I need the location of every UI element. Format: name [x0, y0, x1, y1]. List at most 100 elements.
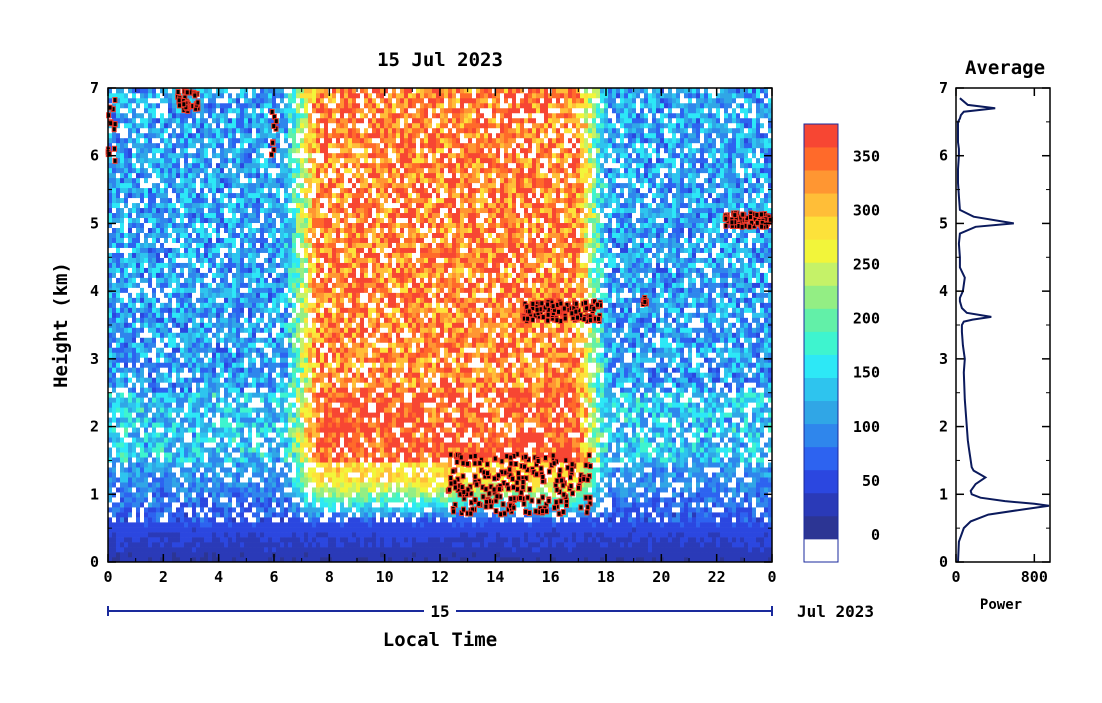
heatmap-cell: [172, 172, 177, 179]
heatmap-cell: [144, 152, 149, 159]
heatmap-cell: [292, 202, 297, 209]
heatmap-cell: [256, 377, 261, 383]
heatmap-cell: [168, 342, 173, 348]
heatmap-cell: [244, 487, 249, 493]
heatmap-cell: [308, 202, 313, 209]
heatmap-cell: [288, 387, 293, 393]
heatmap-cell: [216, 197, 221, 204]
heatmap-cell: [248, 507, 253, 513]
heatmap-cell: [204, 382, 209, 388]
heatmap-cell: [144, 92, 149, 99]
heatmap-cell: [280, 202, 285, 209]
heatmap-cell: [232, 132, 237, 139]
heatmap-cell: [172, 182, 177, 189]
heatmap-cell: [128, 342, 133, 348]
heatmap-cell: [128, 322, 133, 328]
heatmap-cell: [284, 192, 289, 199]
heatmap-cell: [204, 347, 209, 353]
heatmap-cell: [188, 267, 193, 273]
heatmap-cell: [192, 142, 197, 149]
heatmap-cell: [116, 542, 121, 548]
heatmap-cell: [208, 92, 213, 99]
heatmap-cell: [212, 92, 217, 99]
heatmap-cell: [160, 127, 165, 134]
heatmap-cell: [112, 362, 117, 368]
heatmap-cell: [200, 537, 205, 543]
heatmap-cell: [308, 547, 313, 553]
heatmap-cell: [172, 507, 177, 513]
heatmap-cell: [124, 427, 129, 433]
heatmap-cell: [296, 262, 301, 268]
heatmap-cell: [296, 317, 301, 323]
heatmap-cell: [124, 492, 129, 498]
heatmap-cell: [168, 152, 173, 159]
heatmap-cell: [128, 402, 133, 408]
heatmap-cell: [116, 327, 121, 333]
heatmap-cell: [184, 537, 189, 543]
heatmap-cell: [288, 237, 293, 243]
heatmap-cell: [200, 532, 205, 538]
heatmap-cell: [304, 307, 309, 313]
heatmap-cell: [112, 442, 117, 448]
heatmap-cell: [260, 247, 265, 253]
heatmap-cell: [232, 262, 237, 268]
heatmap-cell: [300, 412, 305, 418]
heatmap-cell: [200, 112, 205, 119]
heatmap-cell: [240, 162, 245, 169]
heatmap-cell: [308, 367, 313, 373]
heatmap-cell: [132, 227, 137, 233]
heatmap-cell: [220, 267, 225, 273]
heatmap-cell: [300, 472, 305, 478]
heatmap-cell: [128, 302, 133, 308]
heatmap-cell: [156, 382, 161, 388]
heatmap-cell: [184, 322, 189, 328]
heatmap-cell: [212, 332, 217, 338]
heatmap-cell: [264, 127, 269, 134]
heatmap-cell: [168, 112, 173, 119]
heatmap-cell: [260, 477, 265, 483]
heatmap-cell: [272, 302, 277, 308]
heatmap-cell: [108, 512, 113, 518]
heatmap-cell: [144, 97, 149, 104]
heatmap-cell: [248, 237, 253, 243]
heatmap-cell: [232, 472, 237, 478]
heatmap-cell: [268, 172, 273, 179]
heatmap-cell: [212, 492, 217, 498]
heatmap-cell: [252, 342, 257, 348]
heatmap-cell: [300, 342, 305, 348]
heatmap-cell: [224, 382, 229, 388]
heatmap-cell: [140, 307, 145, 313]
heatmap-cell: [156, 272, 161, 278]
heatmap-cell: [240, 442, 245, 448]
heatmap-cell: [220, 392, 225, 398]
heatmap-cell: [260, 232, 265, 238]
heatmap-cell: [312, 377, 317, 383]
heatmap-cell: [160, 517, 165, 523]
heatmap-cell: [112, 407, 117, 413]
heatmap-cell: [240, 507, 245, 513]
heatmap-cell: [272, 157, 277, 164]
heatmap-cell: [124, 317, 129, 323]
heatmap-cell: [312, 537, 317, 543]
heatmap-cell: [128, 232, 133, 238]
heatmap-cell: [304, 482, 309, 488]
heatmap-cell: [304, 542, 309, 548]
heatmap-cell: [116, 507, 121, 513]
heatmap-cell: [272, 277, 277, 283]
heatmap-cell: [296, 382, 301, 388]
heatmap-cell: [148, 512, 153, 518]
heatmap-cell: [124, 182, 129, 189]
heatmap-cell: [160, 537, 165, 543]
heatmap-cell: [180, 417, 185, 423]
heatmap-cell: [132, 117, 137, 124]
heatmap-cell: [284, 512, 289, 518]
heatmap-cell: [196, 522, 201, 528]
heatmap-cell: [216, 427, 221, 433]
heatmap-cell: [204, 257, 209, 263]
heatmap-cell: [288, 412, 293, 418]
heatmap-cell: [184, 377, 189, 383]
heatmap-cell: [288, 437, 293, 443]
heatmap-cell: [148, 312, 153, 318]
heatmap-cell: [160, 437, 165, 443]
heatmap-cell: [140, 402, 145, 408]
